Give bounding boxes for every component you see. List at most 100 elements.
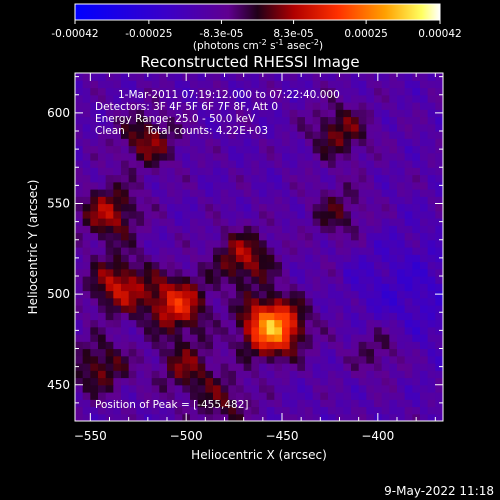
heatmap-cell (151, 305, 160, 313)
heatmap-cell (381, 109, 390, 118)
heatmap-cell (335, 80, 344, 89)
heatmap-cell (351, 399, 360, 408)
heatmap-cell (358, 399, 367, 408)
heatmap-cell (197, 297, 206, 306)
heatmap-cell (435, 384, 443, 393)
heatmap-cell (128, 312, 137, 321)
heatmap-cell (243, 290, 252, 299)
heatmap-cell (366, 232, 375, 241)
heatmap-cell (335, 326, 344, 335)
heatmap-cell (213, 102, 222, 110)
heatmap-cell (197, 370, 206, 379)
heatmap-cell (190, 160, 199, 168)
heatmap-cell (381, 94, 390, 103)
annotation-counts: Total counts: 4.22E+03 (145, 125, 268, 137)
heatmap-cell (420, 276, 429, 284)
heatmap-cell (397, 138, 406, 147)
heatmap-cell (266, 203, 275, 212)
heatmap-cell (259, 160, 268, 168)
heatmap-cell (374, 109, 383, 118)
heatmap-cell (228, 232, 237, 241)
heatmap-cell (427, 123, 436, 132)
heatmap-cell (144, 152, 153, 161)
heatmap-cell (121, 167, 130, 176)
heatmap-cell (90, 218, 99, 226)
heatmap-cell (121, 413, 130, 421)
heatmap-cell (136, 377, 145, 386)
heatmap-cell (266, 189, 275, 197)
heatmap-cell (266, 319, 275, 328)
heatmap-cell (320, 109, 329, 118)
heatmap-cell (320, 370, 329, 379)
heatmap-cell (113, 268, 122, 277)
heatmap-cell (282, 239, 291, 248)
heatmap-cell (266, 247, 275, 255)
heatmap-cell (205, 341, 214, 350)
heatmap-cell (251, 290, 260, 299)
heatmap-cell (128, 218, 137, 226)
heatmap-cell (266, 174, 275, 183)
heatmap-cell (243, 276, 252, 284)
heatmap-cell (358, 341, 367, 350)
heatmap-cell (412, 406, 421, 415)
heatmap-cell (197, 283, 206, 292)
heatmap-cell (98, 196, 107, 205)
heatmap-cell (297, 145, 306, 154)
heatmap-cell (320, 218, 329, 226)
heatmap-cell (274, 334, 283, 342)
heatmap-cell (75, 196, 84, 205)
heatmap-cell (75, 167, 84, 176)
heatmap-cell (412, 283, 421, 292)
heatmap-cell (136, 138, 145, 147)
heatmap-cell (243, 138, 252, 147)
heatmap-cell (335, 392, 344, 400)
heatmap-cell (374, 261, 383, 270)
heatmap-cell (205, 384, 214, 393)
heatmap-cell (82, 334, 91, 342)
heatmap-cell (420, 399, 429, 408)
heatmap-cell (159, 348, 168, 357)
heatmap-cell (374, 203, 383, 212)
heatmap-cell (182, 326, 191, 335)
heatmap-cell (159, 334, 168, 342)
heatmap-cell (259, 181, 268, 190)
heatmap-cell (412, 225, 421, 234)
heatmap-cell (312, 355, 321, 364)
heatmap-cell (435, 94, 443, 103)
heatmap-cell (374, 268, 383, 277)
heatmap-cell (397, 94, 406, 103)
heatmap-cell (289, 297, 298, 306)
heatmap-cell (82, 239, 91, 248)
heatmap-cell (236, 305, 245, 313)
heatmap-cell (282, 377, 291, 386)
heatmap-cell (397, 413, 406, 421)
heatmap-cell (236, 131, 245, 139)
heatmap-cell (289, 73, 298, 81)
heatmap-cell (90, 225, 99, 234)
heatmap-cell (289, 261, 298, 270)
heatmap-cell (213, 181, 222, 190)
heatmap-cell (174, 399, 183, 408)
heatmap-cell (236, 326, 245, 335)
heatmap-cell (167, 225, 176, 234)
heatmap-cell (136, 392, 145, 400)
heatmap-cell (151, 87, 160, 96)
heatmap-cell (136, 319, 145, 328)
heatmap-cell (205, 297, 214, 306)
heatmap-cell (420, 290, 429, 299)
heatmap-cell (190, 116, 199, 125)
heatmap-cell (305, 152, 314, 161)
heatmap-cell (243, 305, 252, 313)
heatmap-cell (236, 116, 245, 125)
heatmap-cell (397, 160, 406, 168)
heatmap-cell (312, 268, 321, 277)
heatmap-cell (374, 218, 383, 226)
heatmap-cell (167, 326, 176, 335)
heatmap-cell (243, 232, 252, 241)
heatmap-cell (289, 232, 298, 241)
heatmap-cell (366, 297, 375, 306)
heatmap-cell (220, 109, 229, 118)
heatmap-cell (389, 392, 398, 400)
heatmap-cell (328, 174, 337, 183)
heatmap-cell (358, 218, 367, 226)
